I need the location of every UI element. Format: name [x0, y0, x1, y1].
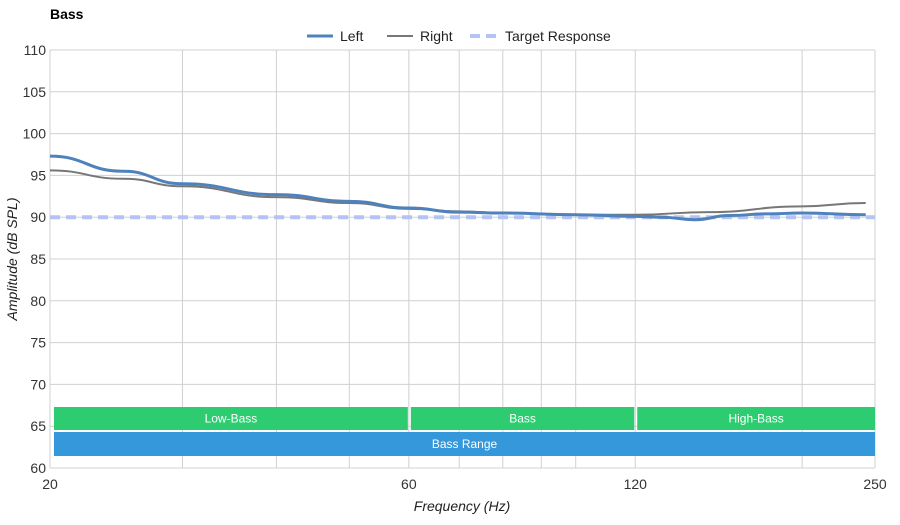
- y-tick-label: 90: [30, 209, 46, 225]
- grid: [49, 49, 876, 469]
- series-lines: [49, 154, 875, 222]
- band-label: Bass Range: [432, 437, 498, 451]
- y-tick-label: 65: [30, 418, 46, 434]
- band-bass-range: [54, 432, 875, 456]
- x-tick-label: 120: [624, 476, 648, 492]
- x-axis-label: Frequency (Hz): [414, 498, 510, 514]
- series-line-left: [49, 154, 866, 222]
- band-high-bass: [637, 407, 875, 430]
- y-tick-label: 80: [30, 293, 46, 309]
- y-tick-label: 75: [30, 335, 46, 351]
- band-label: Bass: [509, 412, 536, 426]
- band-low-bass: [54, 407, 408, 430]
- legend-label: Right: [420, 28, 453, 44]
- x-tick-label: 20: [42, 476, 58, 492]
- legend: Left Right Target Response: [307, 28, 611, 44]
- series-line-right: [49, 169, 866, 216]
- y-tick-label: 95: [30, 167, 46, 183]
- y-tick-label: 105: [23, 84, 47, 100]
- y-tick-label: 100: [23, 126, 47, 142]
- y-tick-label: 60: [30, 460, 46, 476]
- band-label: High-Bass: [728, 412, 783, 426]
- legend-label: Target Response: [505, 28, 611, 44]
- legend-label: Left: [340, 28, 363, 44]
- band-label: Low-Bass: [205, 412, 258, 426]
- y-tick-label: 85: [30, 251, 46, 267]
- y-axis-label: Amplitude (dB SPL): [4, 198, 20, 322]
- y-tick-label: 70: [30, 376, 46, 392]
- y-tick-label: 110: [24, 42, 47, 58]
- band-bass: [410, 407, 635, 430]
- chart-title: Bass: [50, 6, 84, 22]
- x-tick-label: 250: [863, 476, 887, 492]
- x-tick-label: 60: [401, 476, 417, 492]
- frequency-bands: Low-Bass Bass High-Bass Bass Range: [54, 407, 875, 456]
